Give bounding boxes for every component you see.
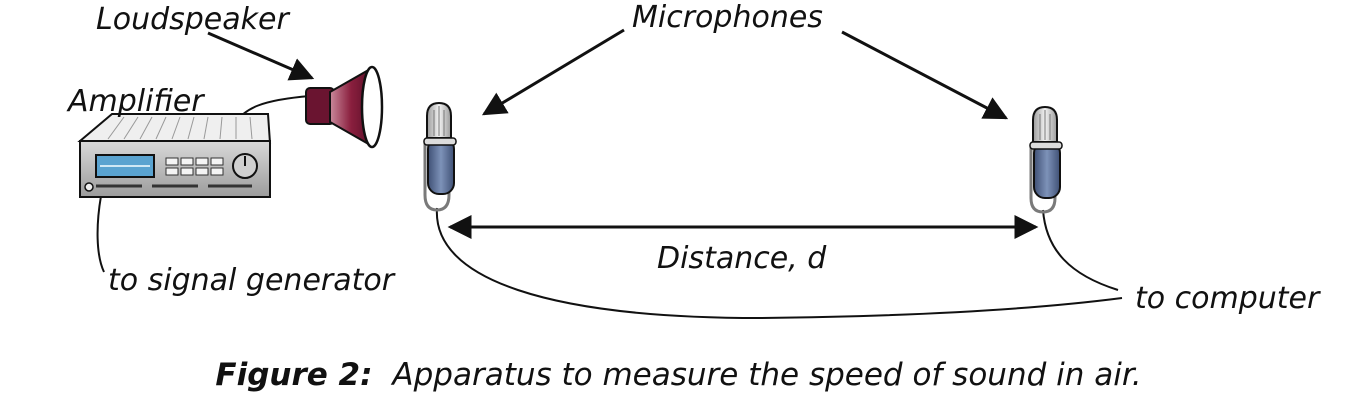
figure-number: Figure 2: (215, 357, 373, 393)
signal-generator-label: to signal generator (108, 263, 395, 298)
microphone-arrow-left (481, 28, 625, 116)
loudspeaker-label: Loudspeaker (96, 2, 289, 37)
signal-generator-cable (96, 195, 105, 273)
microphone-arrow-right (841, 30, 1009, 120)
figure-caption: Figure 2: Apparatus to measure the speed… (0, 360, 1357, 391)
loudspeaker-arrow (207, 31, 315, 81)
loudspeaker-icon (305, 65, 384, 149)
distance-label: Distance, d (657, 241, 827, 276)
amplifier-label: Amplifier (68, 84, 204, 119)
figure-caption-text: Apparatus to measure the speed of sound … (392, 357, 1142, 393)
computer-cable (435, 207, 1123, 320)
microphone-left-icon (423, 101, 457, 212)
computer-label: to computer (1135, 281, 1320, 316)
microphones-label: Microphones (632, 0, 823, 35)
amplifier-icon (77, 113, 272, 198)
microphone-right-icon (1029, 105, 1063, 214)
right-mic-cable (1042, 209, 1119, 291)
